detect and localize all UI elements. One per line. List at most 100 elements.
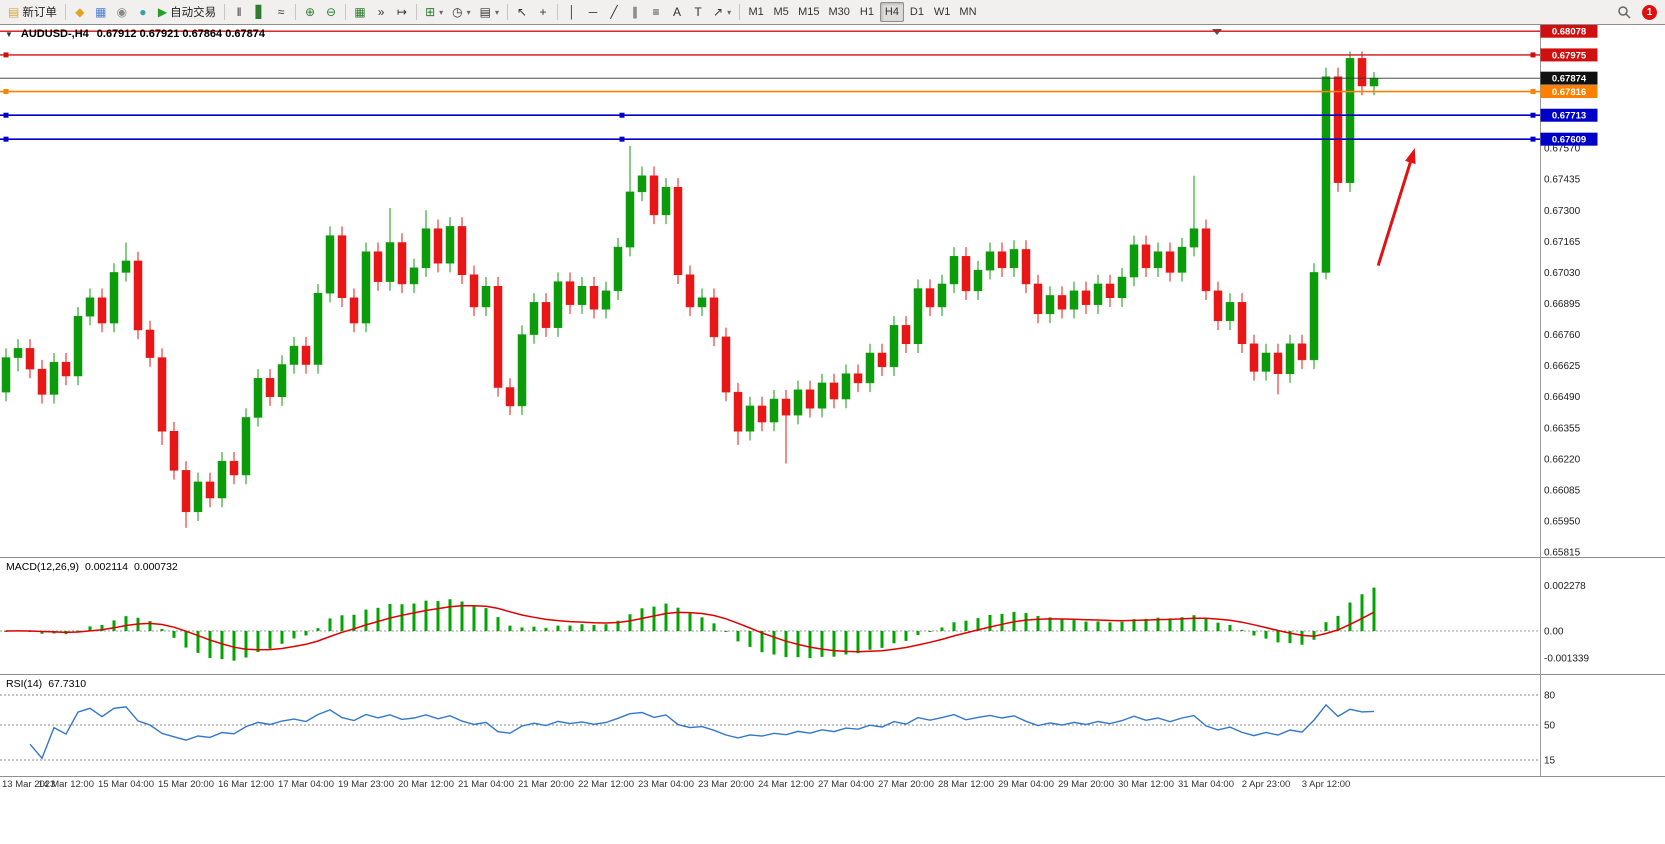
timeframe-m15-button[interactable]: M15 <box>794 2 823 22</box>
trendline-button[interactable]: ╱ <box>604 2 624 22</box>
bar-chart-icon: ‖ <box>236 5 242 19</box>
price-tag-0.68078: 0.68078 <box>1540 25 1598 38</box>
channel-icon: ∥ <box>632 5 639 19</box>
horizontal-line-0.67609[interactable] <box>0 136 1540 142</box>
svg-text:0.66895: 0.66895 <box>1544 299 1581 310</box>
svg-text:-0.001339: -0.001339 <box>1544 653 1589 664</box>
trend-arrow-annotation[interactable] <box>1376 148 1416 266</box>
timeframe-m5-button[interactable]: M5 <box>769 2 793 22</box>
indicators-button[interactable]: ⊞ ▾ <box>421 2 447 22</box>
toolbar-separator <box>64 4 66 20</box>
tile-windows-button[interactable]: ▦ <box>350 2 370 22</box>
svg-text:31 Mar 04:00: 31 Mar 04:00 <box>1178 779 1234 790</box>
periods-icon: ◷ <box>452 5 463 19</box>
timeframe-m1-button[interactable]: M1 <box>744 2 768 22</box>
cursor-button[interactable]: ↖ <box>512 2 532 22</box>
price-axis[interactable]: 0.67570 0.67435 0.67300 0.67165 0.67030 0.668… <box>1540 25 1581 776</box>
svg-text:20 Mar 12:00: 20 Mar 12:00 <box>398 779 454 790</box>
new-order-icon: ▤ <box>8 5 20 19</box>
timeframe-h4-button[interactable]: H4 <box>879 2 904 22</box>
svg-text:29 Mar 20:00: 29 Mar 20:00 <box>1058 779 1114 790</box>
chart-shift-button[interactable]: ↦ <box>392 2 412 22</box>
main-toolbar: ▤ 新订单 ◆ ▦ ◉ ● ▶ 自动交易 ‖ ▋ ≈ ⊕ ⊖ ▦» ↦ ⊞ ▾ ◷ ▾ ▤ ▾ ↖ + │ ─ ╱ ∥ ≡ A T ↗ ▾ M1… <box>0 0 1665 25</box>
vertical-line-button[interactable]: │ <box>562 2 582 22</box>
horizontal-line-0.67975[interactable] <box>0 52 1540 58</box>
candlestick-chart-icon: ▋ <box>255 5 265 19</box>
search-button[interactable] <box>1613 2 1635 22</box>
svg-text:0.67609: 0.67609 <box>1552 135 1586 146</box>
bar-chart-button[interactable]: ‖ <box>229 2 249 22</box>
svg-text:15 Mar 20:00: 15 Mar 20:00 <box>158 779 214 790</box>
timeframe-w1-button[interactable]: W1 <box>930 2 955 22</box>
market-watch-button[interactable]: ▦ <box>91 2 111 22</box>
svg-text:14 Mar 12:00: 14 Mar 12:00 <box>38 779 94 790</box>
chart-ohlc-values: 0.67912 0.67921 0.67864 0.67874 <box>96 28 265 40</box>
toolbar-right: 1 <box>1613 2 1661 22</box>
arrows-button[interactable]: ↗ ▾ <box>709 2 735 22</box>
channel-button[interactable]: ∥ <box>625 2 645 22</box>
autotrading-label: 自动交易 <box>170 7 217 19</box>
svg-text:0.00: 0.00 <box>1544 627 1564 638</box>
horizontal-line-button[interactable]: ─ <box>583 2 603 22</box>
svg-text:29 Mar 04:00: 29 Mar 04:00 <box>998 779 1054 790</box>
auto-scroll-button[interactable]: » <box>371 2 391 22</box>
line-chart-button[interactable]: ≈ <box>271 2 291 22</box>
text-button[interactable]: A <box>667 2 687 22</box>
candlestick-chart-button[interactable]: ▋ <box>250 2 270 22</box>
notification-badge[interactable]: 1 <box>1642 4 1657 20</box>
svg-text:0.002278: 0.002278 <box>1544 581 1586 592</box>
svg-text:0.66220: 0.66220 <box>1544 454 1581 465</box>
svg-text:16 Mar 12:00: 16 Mar 12:00 <box>218 779 274 790</box>
chart-collapse-icon[interactable]: ▼ <box>5 29 13 39</box>
svg-text:0.67975: 0.67975 <box>1552 50 1587 61</box>
horizontal-line-0.67713[interactable] <box>0 112 1540 118</box>
svg-text:0.67713: 0.67713 <box>1552 111 1586 122</box>
svg-text:15 Mar 04:00: 15 Mar 04:00 <box>98 779 154 790</box>
macd-value-signal: 0.000732 <box>133 561 178 573</box>
horizontal-line-icon: ─ <box>588 5 598 19</box>
periods-button[interactable]: ◷ ▾ <box>448 2 475 22</box>
horizontal-line-0.67816[interactable] <box>0 89 1540 95</box>
dropdown-arrow-icon: ▾ <box>727 7 732 17</box>
metaeditor-button[interactable]: ◆ <box>70 2 90 22</box>
svg-text:80: 80 <box>1544 691 1556 702</box>
crosshair-button[interactable]: + <box>533 2 553 22</box>
trendline-icon: ╱ <box>610 5 618 19</box>
svg-text:23 Mar 20:00: 23 Mar 20:00 <box>698 779 754 790</box>
chart-canvas[interactable]: 0.67570 0.67435 0.67300 0.67165 0.67030 0.668… <box>0 25 1665 844</box>
community-button[interactable]: ● <box>133 2 153 22</box>
macd-panel: 0.002278 0.00 -0.001339 <box>0 581 1589 664</box>
text-label-button[interactable]: T <box>688 2 708 22</box>
navigator-button[interactable]: ◉ <box>112 2 132 22</box>
timeframe-h1-button[interactable]: H1 <box>855 2 879 22</box>
svg-text:0.67030: 0.67030 <box>1544 268 1581 279</box>
chart-shift-icon: ↦ <box>397 5 408 19</box>
price-tag-0.67609: 0.67609 <box>1540 132 1598 146</box>
fibonacci-button[interactable]: ≡ <box>646 2 666 22</box>
toolbar-separator <box>224 4 226 20</box>
templates-icon: ▤ <box>479 5 491 19</box>
timeframe-m30-button[interactable]: M30 <box>825 2 854 22</box>
svg-text:0.67165: 0.67165 <box>1544 237 1581 248</box>
bid-price-tag: 0.67874 <box>1540 71 1598 85</box>
new-order-button[interactable]: ▤ 新订单 <box>4 2 61 22</box>
chart-shift-marker[interactable] <box>1212 29 1222 35</box>
fibonacci-icon: ≡ <box>652 5 660 19</box>
macd-value-main: 0.002114 <box>84 561 128 573</box>
svg-text:0.66490: 0.66490 <box>1544 392 1581 403</box>
tile-windows-icon: ▦ <box>354 5 366 19</box>
auto-scroll-icon: » <box>377 5 385 19</box>
timeframe-d1-button[interactable]: D1 <box>905 2 929 22</box>
zoom-out-button[interactable]: ⊖ <box>321 2 341 22</box>
toolbar-separator <box>739 4 741 20</box>
svg-text:0.66625: 0.66625 <box>1544 361 1581 372</box>
zoom-in-button[interactable]: ⊕ <box>300 2 320 22</box>
templates-button[interactable]: ▤ ▾ <box>476 2 503 22</box>
autotrading-button[interactable]: ▶ 自动交易 <box>154 2 220 22</box>
rsi-indicator-label: RSI(14) 67.7310 <box>6 678 92 690</box>
timeframe-mn-button[interactable]: MN <box>955 2 980 22</box>
svg-text:0.67300: 0.67300 <box>1544 206 1581 217</box>
line-chart-icon: ≈ <box>277 5 285 19</box>
svg-text:0.67435: 0.67435 <box>1544 175 1581 186</box>
